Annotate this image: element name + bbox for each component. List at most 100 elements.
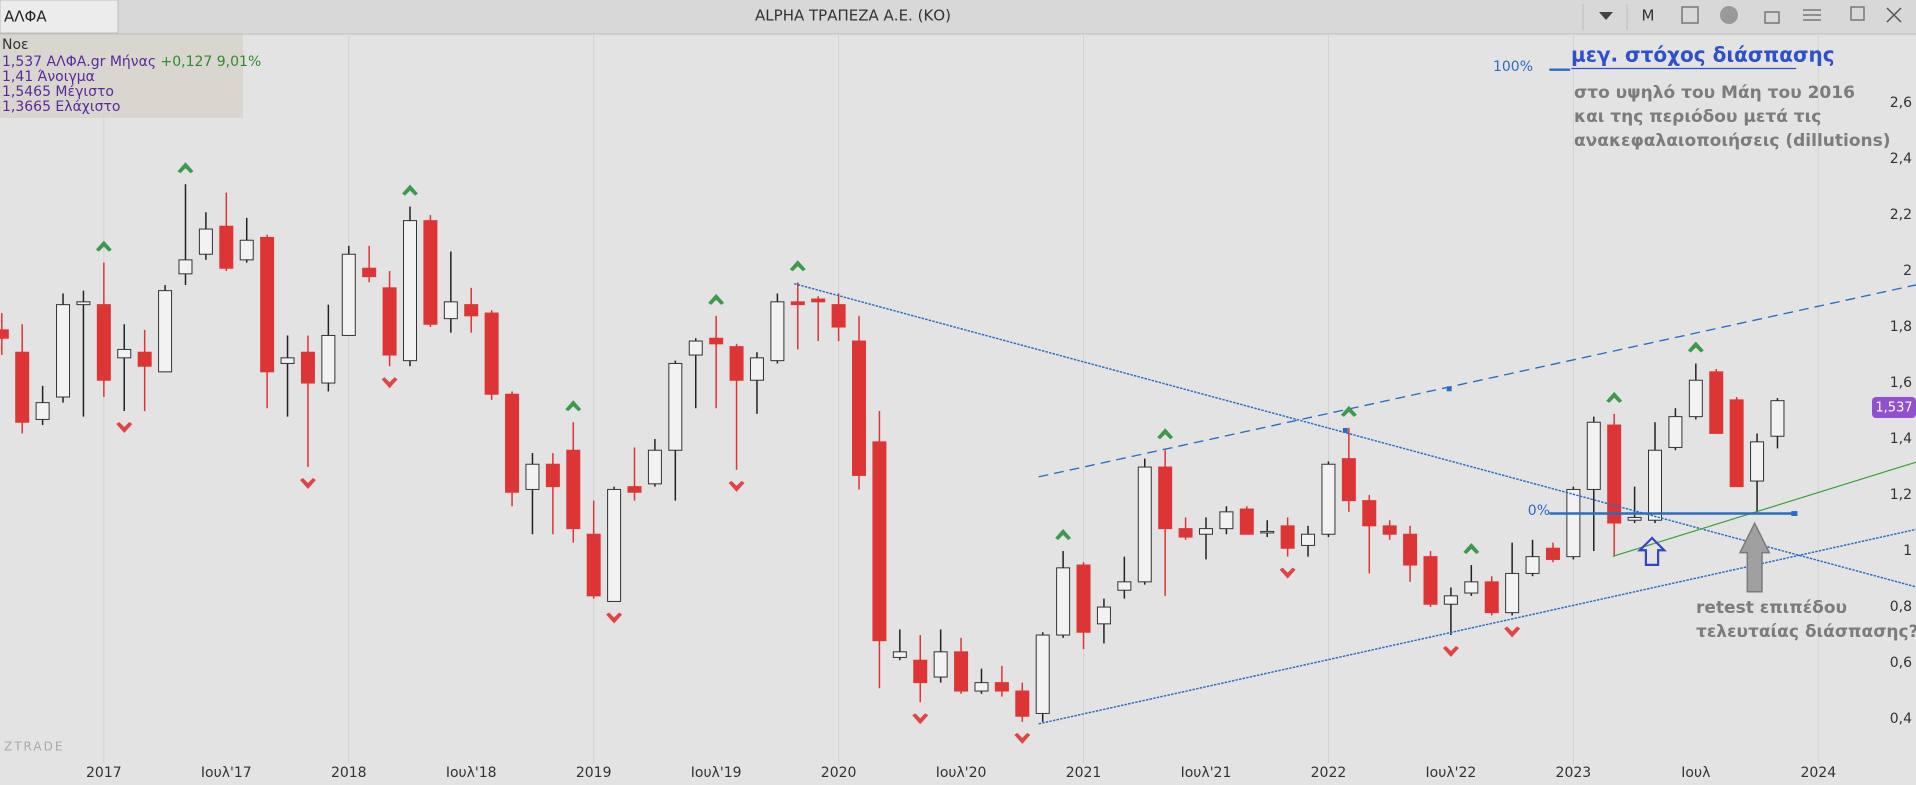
candle-body: [1301, 533, 1316, 546]
fractal-up: [177, 162, 194, 174]
candle-body: [831, 304, 846, 328]
candle-body: [1056, 567, 1071, 636]
fractal-up: [1055, 529, 1072, 541]
candle-body: [647, 449, 662, 485]
candle-body: [1484, 581, 1499, 614]
symbol: ΑΛΦΑ: [4, 8, 47, 26]
candle-body: [96, 304, 111, 381]
candle-body: [974, 682, 989, 692]
candle-body: [35, 402, 50, 420]
fractal-up: [565, 400, 582, 412]
fractal-up: [1606, 391, 1623, 403]
candle-body: [239, 239, 254, 261]
fractal-up: [1687, 341, 1704, 353]
y-tick-label: 0,8: [1890, 599, 1912, 615]
candle-body: [1219, 511, 1234, 530]
info-high: 1,5465 Μέγιστο: [2, 84, 114, 100]
y-tick-label: 0,6: [1890, 655, 1912, 671]
period-button[interactable]: M: [1642, 7, 1655, 25]
candle-body: [790, 301, 805, 306]
x-tick-label: Ιουλ'18: [446, 765, 497, 781]
lock-icon[interactable]: [1764, 11, 1780, 24]
candle-body: [423, 220, 438, 325]
candle-body: [749, 357, 764, 381]
menu-icon[interactable]: [1803, 9, 1821, 21]
y-tick-label: 1,4: [1890, 431, 1912, 447]
trendline-down: [794, 282, 1916, 588]
fractal-down: [1014, 732, 1031, 744]
symbol-tab[interactable]: [0, 0, 119, 34]
candle-body: [1648, 449, 1663, 521]
candle-body: [1688, 379, 1703, 418]
x-tick-label: 2020: [821, 765, 857, 781]
fractal-down: [1279, 567, 1296, 579]
x-tick-label: Ιουλ: [1681, 765, 1710, 781]
candle-body: [1423, 556, 1438, 605]
candle-body: [117, 348, 132, 359]
candle-body: [994, 682, 1009, 692]
target-note: και της περιόδου μετά τις: [1574, 107, 1821, 127]
y-tick-label: 0,4: [1890, 711, 1912, 727]
y-tick-label: 2,6: [1890, 95, 1912, 111]
dropdown-icon[interactable]: [1599, 12, 1613, 20]
candle-body: [1770, 400, 1785, 437]
y-tick-label: 1: [1903, 543, 1912, 559]
x-tick-label: Ιουλ'20: [936, 765, 987, 781]
candle-body: [933, 651, 948, 678]
candle-body: [954, 651, 969, 692]
info-last-line: 1,537 ΑΛΦΑ.gr Μήνας +0,127 9,01%: [2, 54, 261, 70]
candle-body: [260, 236, 275, 373]
trendline-green: [1612, 461, 1916, 557]
candle-body: [709, 337, 724, 345]
candle-body: [1709, 371, 1724, 434]
candle-body: [321, 334, 336, 384]
candle-body: [545, 463, 560, 488]
candle-body: [1260, 530, 1275, 534]
fractal-up: [789, 260, 806, 272]
candle-body: [1607, 424, 1622, 524]
candle-body: [1096, 606, 1111, 625]
fractal-down: [299, 478, 316, 490]
candle-body: [1668, 416, 1683, 448]
retest-note: τελευταίας διάσπασης?: [1696, 622, 1916, 642]
candle-body: [443, 301, 458, 320]
watermark: ZTRADE: [4, 740, 64, 754]
candle-body: [382, 287, 397, 356]
header-bar: [0, 0, 1916, 34]
layout-icon[interactable]: [1681, 6, 1699, 24]
y-tick-label: 1,8: [1890, 319, 1912, 335]
candle-body: [811, 298, 826, 303]
candle-body: [1566, 488, 1581, 558]
x-tick-label: Ιουλ'19: [691, 765, 742, 781]
x-tick-label: 2019: [576, 765, 612, 781]
info-last: 1,537: [2, 54, 42, 70]
x-tick-label: 2021: [1066, 765, 1102, 781]
candle-body: [586, 533, 601, 597]
comment-icon[interactable]: [1720, 6, 1738, 24]
anchor-point: [1446, 386, 1452, 392]
x-tick-label: Ιουλ'17: [201, 765, 252, 781]
candle-body: [668, 362, 683, 451]
candle-body: [1321, 463, 1336, 535]
fractal-up: [95, 240, 112, 252]
fib-0-label: 0%: [1528, 503, 1550, 519]
x-tick-label: 2023: [1556, 765, 1592, 781]
target-title: μεγ. στόχος διάσπασης: [1571, 43, 1835, 67]
candle-body: [464, 304, 479, 317]
candle-body: [688, 340, 703, 356]
target-note: ανακεφαλαιοποιήσεις (dillutions): [1574, 131, 1891, 151]
candle-body: [178, 259, 193, 275]
fractal-up: [402, 184, 418, 196]
y-tick-label: 1,2: [1890, 487, 1912, 503]
fractal-down: [381, 377, 398, 389]
x-tick-label: 2024: [1800, 765, 1836, 781]
info-low: 1,3665 Ελάχιστο: [2, 99, 121, 115]
fractal-up: [708, 293, 725, 305]
restore-icon[interactable]: [1850, 6, 1865, 21]
retest-note: retest επιπέδου: [1696, 598, 1847, 618]
candle-body: [219, 225, 234, 269]
candle-body: [892, 651, 907, 658]
close-icon[interactable]: [1886, 7, 1902, 23]
info-box: [0, 34, 243, 118]
candle-body: [607, 488, 622, 602]
